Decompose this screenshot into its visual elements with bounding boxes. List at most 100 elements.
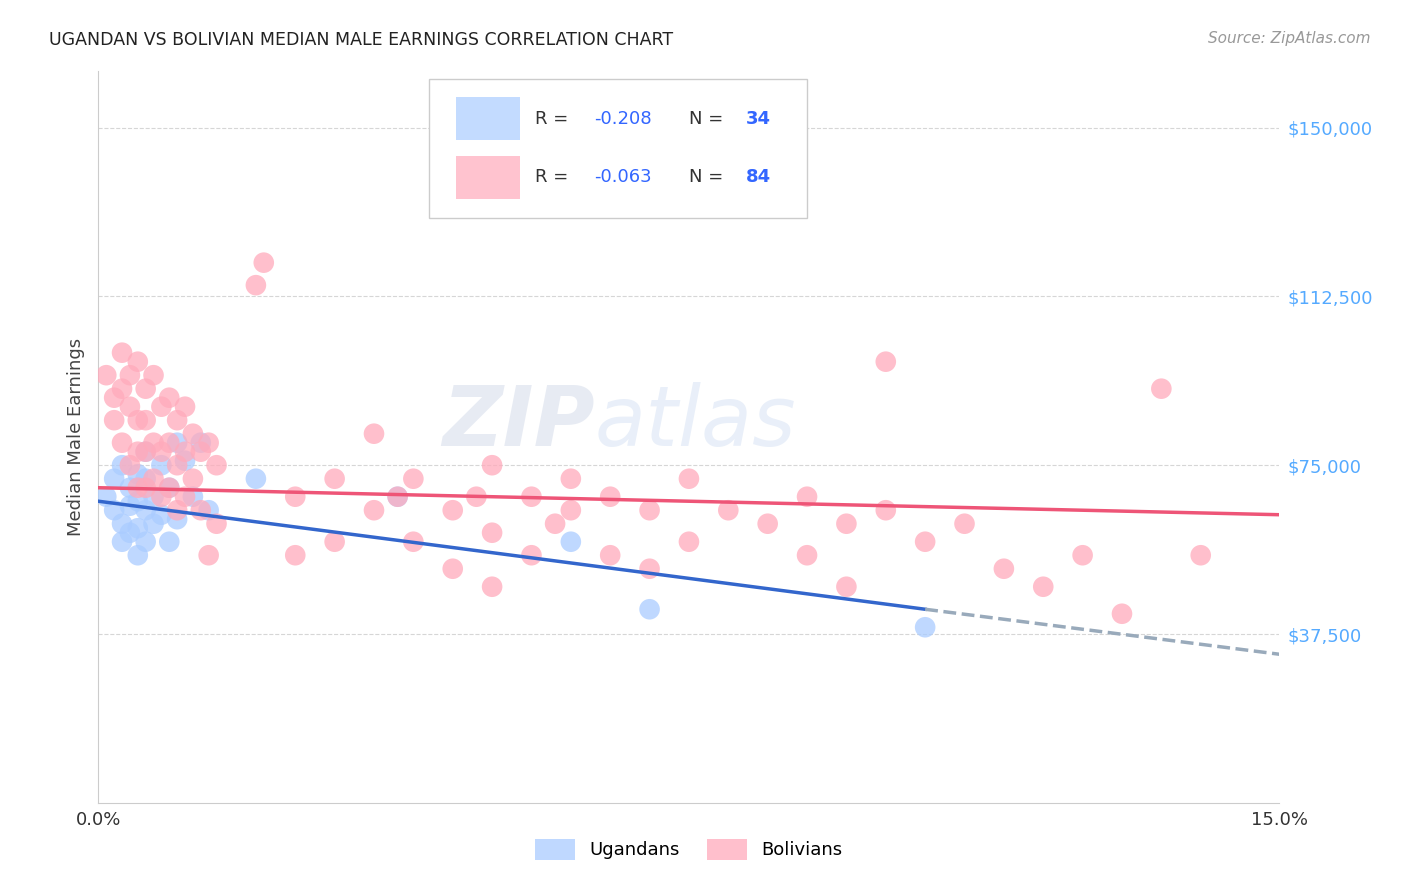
Bolivians: [166, 458, 188, 473]
Bolivians: [174, 490, 197, 504]
Bolivians: [118, 400, 141, 414]
Bolivians: [678, 534, 700, 549]
Ugandans: [111, 516, 134, 531]
Bolivians: [174, 444, 197, 458]
Bolivians: [520, 490, 543, 504]
Bolivians: [205, 458, 228, 473]
Ugandans: [127, 494, 149, 508]
Ugandans: [118, 481, 141, 495]
Ugandans: [174, 453, 197, 467]
Bolivians: [323, 472, 346, 486]
Bolivians: [197, 548, 219, 562]
Ugandans: [638, 602, 661, 616]
Bolivians: [363, 426, 385, 441]
Ugandans: [197, 503, 219, 517]
Ugandans: [103, 472, 125, 486]
Bolivians: [481, 458, 503, 473]
Bolivians: [118, 368, 141, 383]
Ugandans: [150, 508, 173, 522]
Text: ZIP: ZIP: [441, 382, 595, 463]
Bolivians: [103, 413, 125, 427]
Bolivians: [111, 382, 134, 396]
Bolivians: [1150, 382, 1173, 396]
Bolivians: [127, 354, 149, 368]
Bolivians: [599, 548, 621, 562]
Bolivians: [1189, 548, 1212, 562]
Bolivians: [465, 490, 488, 504]
Bolivians: [205, 516, 228, 531]
Bolivians: [150, 444, 173, 458]
Ugandans: [135, 444, 157, 458]
Ugandans: [135, 472, 157, 486]
Bolivians: [481, 525, 503, 540]
Bolivians: [875, 503, 897, 517]
Bolivians: [284, 490, 307, 504]
Bolivians: [111, 435, 134, 450]
Bolivians: [142, 435, 165, 450]
Text: N =: N =: [689, 169, 728, 186]
Ugandans: [111, 458, 134, 473]
Ugandans: [190, 435, 212, 450]
Ugandans: [135, 503, 157, 517]
Bolivians: [402, 472, 425, 486]
Ugandans: [135, 534, 157, 549]
Text: UGANDAN VS BOLIVIAN MEDIAN MALE EARNINGS CORRELATION CHART: UGANDAN VS BOLIVIAN MEDIAN MALE EARNINGS…: [49, 31, 673, 49]
Bolivians: [135, 481, 157, 495]
Ugandans: [560, 534, 582, 549]
Ugandans: [127, 467, 149, 482]
Ugandans: [111, 534, 134, 549]
Legend: Ugandans, Bolivians: Ugandans, Bolivians: [529, 831, 849, 867]
Bolivians: [190, 444, 212, 458]
Ugandans: [103, 503, 125, 517]
Bolivians: [796, 548, 818, 562]
Bolivians: [166, 503, 188, 517]
Ugandans: [142, 516, 165, 531]
Text: 84: 84: [745, 169, 770, 186]
Ugandans: [387, 490, 409, 504]
FancyBboxPatch shape: [429, 78, 807, 218]
Ugandans: [150, 458, 173, 473]
Bolivians: [993, 562, 1015, 576]
Text: N =: N =: [689, 110, 728, 128]
Bolivians: [520, 548, 543, 562]
Text: -0.063: -0.063: [595, 169, 652, 186]
Ugandans: [127, 521, 149, 535]
Ugandans: [914, 620, 936, 634]
Ugandans: [245, 472, 267, 486]
Ugandans: [118, 499, 141, 513]
Ugandans: [166, 435, 188, 450]
Bolivians: [481, 580, 503, 594]
Bolivians: [181, 426, 204, 441]
Bolivians: [190, 503, 212, 517]
Bolivians: [953, 516, 976, 531]
Bolivians: [245, 278, 267, 293]
Bolivians: [166, 413, 188, 427]
Bolivians: [560, 472, 582, 486]
Bolivians: [323, 534, 346, 549]
Bolivians: [441, 562, 464, 576]
Bolivians: [638, 562, 661, 576]
Bolivians: [544, 516, 567, 531]
Bolivians: [387, 490, 409, 504]
Bolivians: [835, 580, 858, 594]
Bolivians: [135, 413, 157, 427]
Bolivians: [253, 255, 276, 269]
Bolivians: [142, 368, 165, 383]
Bolivians: [127, 413, 149, 427]
Bolivians: [678, 472, 700, 486]
Ugandans: [96, 490, 118, 504]
Bolivians: [1071, 548, 1094, 562]
Ugandans: [157, 534, 180, 549]
Bolivians: [150, 490, 173, 504]
Bolivians: [150, 400, 173, 414]
Bolivians: [157, 481, 180, 495]
Bolivians: [127, 444, 149, 458]
Bolivians: [181, 472, 204, 486]
Bolivians: [1111, 607, 1133, 621]
Text: atlas: atlas: [595, 382, 796, 463]
Bolivians: [142, 472, 165, 486]
Ugandans: [181, 490, 204, 504]
FancyBboxPatch shape: [457, 97, 520, 140]
Bolivians: [96, 368, 118, 383]
Bolivians: [135, 382, 157, 396]
